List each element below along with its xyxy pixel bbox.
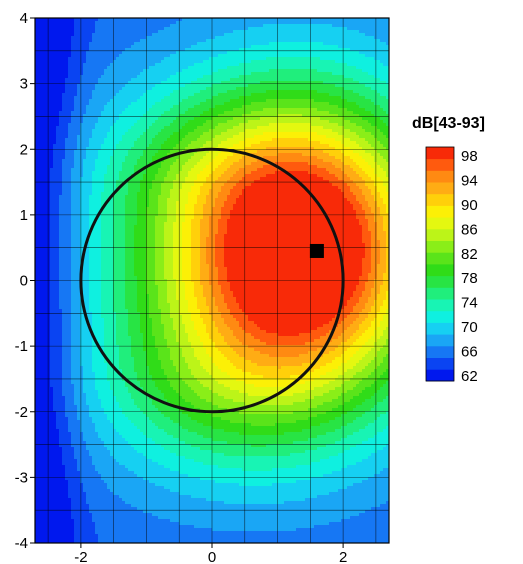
colorbar-swatch: [426, 264, 454, 277]
y-tick-label: -3: [15, 469, 28, 486]
colorbar: 98 94 90 86 82 78 74 70 66 62: [425, 146, 478, 385]
colorbar-swatch: [426, 299, 454, 312]
colorbar-label: 66: [461, 344, 478, 361]
colorbar-label: 90: [461, 197, 478, 214]
colorbar-swatch: [426, 357, 454, 370]
colorbar-label: 94: [461, 172, 478, 189]
colorbar-swatch: [426, 205, 454, 218]
colorbar-swatch: [426, 217, 454, 230]
colorbar-swatch: [426, 345, 454, 358]
colorbar-title: dB[43-93]: [412, 115, 485, 132]
x-tick-label: 0: [208, 549, 216, 564]
y-tick-label: 3: [20, 76, 28, 93]
colorbar-swatch: [426, 182, 454, 195]
y-tick-label: 2: [20, 141, 28, 158]
colorbar-label: 98: [461, 148, 478, 165]
colorbar-label: 82: [461, 246, 478, 263]
colorbar-swatch: [426, 193, 454, 206]
colorbar-label: 78: [461, 270, 478, 287]
x-tick-label: 2: [339, 549, 347, 564]
colorbar-swatch: [426, 228, 454, 241]
colorbar-swatch: [426, 252, 454, 265]
peak-marker: [309, 243, 324, 258]
reference-circle: [79, 147, 345, 414]
grid-lines: [35, 18, 389, 543]
overlay: [79, 147, 345, 414]
y-tick-label: -1: [15, 338, 28, 355]
y-tick-label: -2: [15, 404, 28, 421]
y-tick-label: -4: [15, 535, 28, 552]
x-axis-ticks: -2 0 2: [74, 543, 347, 564]
colorbar-swatch: [426, 310, 454, 323]
colorbar-frame: [425, 146, 455, 382]
colorbar-label: 86: [461, 221, 478, 238]
colorbar-swatch: [426, 170, 454, 183]
y-tick-label: 4: [20, 10, 28, 27]
colorbar-swatch: [426, 158, 454, 171]
colorbar-swatch: [426, 240, 454, 253]
contour-fill: [35, 18, 389, 543]
colorbar-swatch: [426, 287, 454, 300]
y-tick-label: 1: [20, 207, 28, 224]
colorbar-label: 62: [461, 368, 478, 385]
colorbar-swatch: [426, 369, 454, 382]
colorbar-swatch: [426, 334, 454, 347]
y-tick-label: 0: [20, 273, 28, 290]
x-tick-label: -2: [74, 549, 87, 564]
colorbar-swatch: [426, 322, 454, 335]
colorbar-swatch: [426, 147, 454, 160]
colorbar-label: 70: [461, 319, 478, 336]
colorbar-label: 74: [461, 295, 478, 312]
y-axis-ticks: 4 3 2 1 0 -1 -2 -3 -4: [15, 10, 35, 552]
colorbar-swatch: [426, 275, 454, 288]
